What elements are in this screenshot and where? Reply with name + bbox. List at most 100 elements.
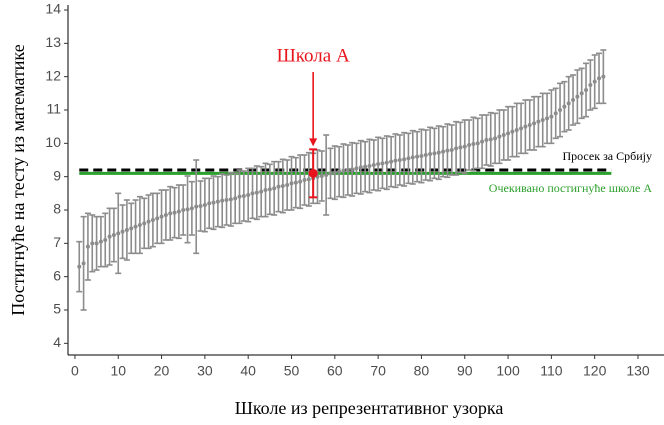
- point: [389, 159, 394, 164]
- reference-label: Просек за Србију: [562, 149, 652, 163]
- point: [579, 91, 584, 96]
- point: [155, 216, 160, 221]
- y-tick-label: 6: [53, 267, 61, 283]
- point: [423, 153, 428, 157]
- point: [181, 208, 186, 212]
- arrow-head: [309, 138, 318, 147]
- point: [202, 203, 207, 207]
- point: [523, 124, 528, 129]
- point: [527, 123, 532, 127]
- point: [384, 160, 389, 165]
- point: [111, 233, 116, 237]
- point: [475, 141, 480, 146]
- x-tick-label: 70: [370, 363, 386, 379]
- x-tick-label: 90: [457, 363, 473, 379]
- x-tick-label: 20: [154, 363, 170, 379]
- point: [506, 131, 511, 136]
- y-tick-label: 4: [53, 334, 61, 350]
- point: [540, 118, 545, 122]
- y-axis-label: Постигнуће на тесту из математике: [8, 44, 28, 315]
- point: [341, 168, 346, 173]
- point: [519, 126, 524, 131]
- reference-label: Очекивано постигнуће школе А: [489, 181, 653, 195]
- point: [137, 223, 142, 227]
- point: [415, 154, 420, 159]
- point: [90, 241, 95, 246]
- x-axis-label: Школе из репрезентативног узорка: [235, 398, 504, 418]
- point: [103, 238, 108, 242]
- point: [480, 139, 485, 144]
- point: [85, 244, 90, 249]
- point: [129, 226, 134, 231]
- point: [98, 239, 103, 244]
- point: [363, 164, 368, 169]
- annotation: Школа А: [277, 45, 350, 66]
- point: [246, 193, 251, 197]
- point: [514, 128, 519, 132]
- point: [168, 211, 173, 216]
- y-tick-label: 10: [45, 134, 61, 150]
- point: [250, 191, 255, 196]
- point: [94, 241, 99, 246]
- point: [354, 166, 359, 171]
- point: [241, 194, 246, 198]
- point: [159, 214, 164, 219]
- point: [220, 198, 225, 203]
- point: [77, 264, 82, 269]
- point: [410, 155, 415, 160]
- point: [324, 173, 329, 177]
- y-tick-label: 13: [45, 34, 61, 50]
- point: [597, 76, 602, 81]
- point: [337, 169, 342, 174]
- y-tick-label: 8: [53, 201, 61, 217]
- point: [558, 108, 563, 112]
- x-tick-label: 100: [496, 363, 520, 379]
- point: [536, 119, 541, 124]
- point: [228, 197, 233, 202]
- point: [467, 143, 472, 147]
- point: [575, 94, 580, 99]
- point: [207, 201, 212, 206]
- point: [432, 151, 437, 156]
- point: [150, 218, 155, 222]
- point: [328, 171, 333, 176]
- point: [107, 234, 112, 239]
- point: [194, 204, 199, 209]
- point: [272, 186, 277, 191]
- x-tick-label: 60: [327, 363, 343, 379]
- point: [553, 111, 558, 116]
- x-tick-label: 40: [240, 363, 256, 379]
- point: [419, 154, 424, 158]
- point: [185, 207, 190, 212]
- point: [350, 167, 355, 172]
- point: [406, 156, 411, 161]
- point: [488, 137, 493, 142]
- point: [566, 101, 571, 106]
- point: [545, 116, 550, 121]
- point: [454, 146, 459, 151]
- y-tick-label: 9: [53, 167, 61, 183]
- point: [276, 184, 281, 189]
- point: [267, 187, 272, 192]
- point: [371, 163, 376, 167]
- point: [259, 189, 264, 194]
- point: [332, 170, 337, 175]
- point: [146, 219, 151, 224]
- point: [319, 174, 324, 178]
- y-tick-label: 14: [45, 1, 61, 17]
- point: [289, 181, 294, 186]
- x-tick-label: 0: [71, 363, 79, 379]
- point: [215, 199, 220, 204]
- point: [254, 190, 259, 195]
- y-tick-label: 12: [45, 67, 61, 83]
- point: [592, 79, 597, 84]
- point: [172, 210, 177, 215]
- point: [293, 180, 298, 185]
- point: [458, 145, 463, 150]
- point: [445, 148, 450, 153]
- point: [449, 148, 454, 152]
- point: [298, 179, 303, 184]
- point: [367, 164, 372, 168]
- point: [81, 261, 86, 266]
